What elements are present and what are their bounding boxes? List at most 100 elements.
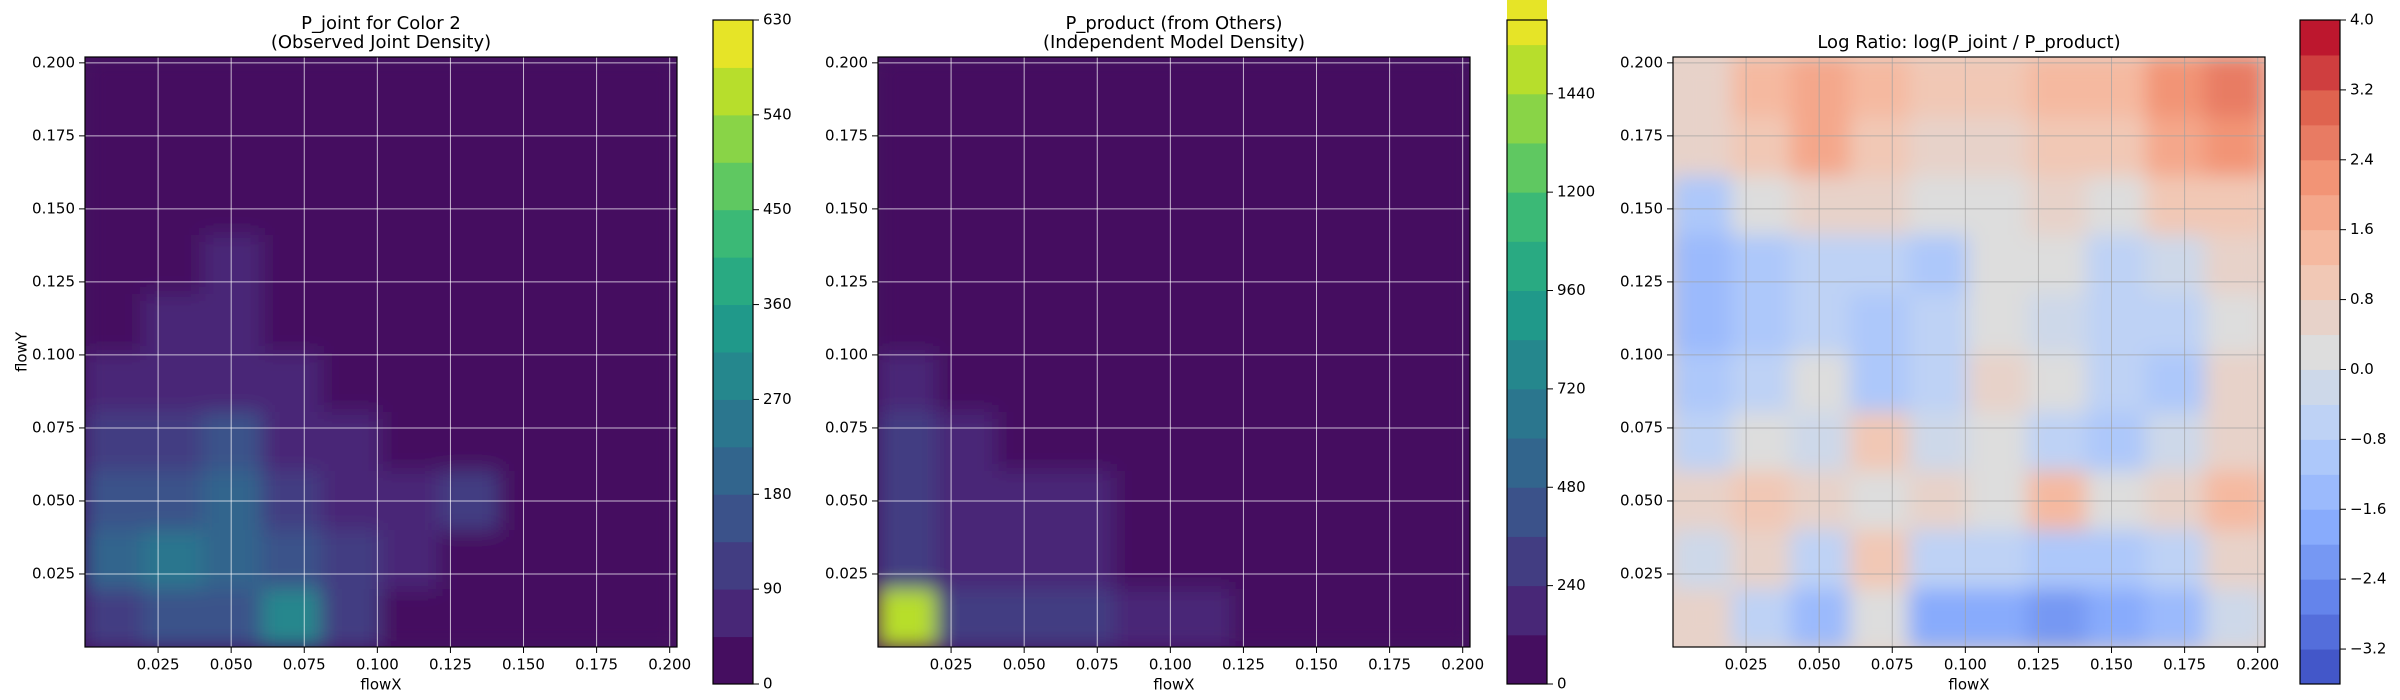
density-cell <box>2204 469 2265 530</box>
density-cell <box>143 174 205 235</box>
x-tick-label: 0.075 <box>1871 656 1914 674</box>
density-cell <box>1908 469 1970 530</box>
y-tick-label: 0.175 <box>1620 126 1663 144</box>
density-cell <box>557 115 619 176</box>
y-tick-label: 0.150 <box>825 199 868 217</box>
density-cell <box>2086 351 2148 412</box>
y-tick-label: 0.200 <box>32 53 75 71</box>
density-cell <box>380 174 442 235</box>
density-cell <box>2204 292 2265 353</box>
density-cell <box>1908 528 1970 589</box>
density-cell <box>1673 410 1734 471</box>
density-cell <box>1291 351 1353 412</box>
density-cell <box>1232 528 1294 589</box>
density-cell <box>2027 292 2089 353</box>
density-cell <box>1731 57 1793 117</box>
density-cell <box>1908 233 1970 294</box>
density-cell <box>1173 292 1235 353</box>
density-cell <box>878 351 939 412</box>
colorbar-band <box>1507 290 1547 341</box>
density-cell <box>85 233 146 294</box>
density-cell <box>2204 351 2265 412</box>
density-cell <box>995 57 1057 117</box>
density-cell <box>2027 528 2089 589</box>
density-cell <box>2145 469 2207 530</box>
density-cell <box>1731 528 1793 589</box>
density-cell <box>995 115 1057 176</box>
y-tick-label: 0.175 <box>32 126 75 144</box>
density-cell <box>616 292 677 353</box>
density-cell <box>1291 410 1353 471</box>
colorbar-band <box>713 636 753 685</box>
density-cell <box>1968 410 2030 471</box>
density-cell <box>202 233 264 294</box>
chart-title: Log Ratio: log(P_joint / P_product) <box>1817 32 2120 53</box>
y-tick-label: 0.200 <box>1620 53 1663 71</box>
density-cell <box>878 587 939 647</box>
density-cell <box>380 587 442 647</box>
density-cell <box>2145 57 2207 117</box>
density-cell <box>261 351 323 412</box>
density-cell <box>143 469 205 530</box>
density-cell <box>1291 57 1353 117</box>
density-cell <box>2204 115 2265 176</box>
density-cell <box>1673 292 1734 353</box>
density-cell <box>936 292 998 353</box>
colorbar-band <box>2300 124 2340 161</box>
density-cell <box>2086 174 2148 235</box>
density-cell <box>1232 469 1294 530</box>
x-tick-label: 0.200 <box>648 656 691 674</box>
density-cell <box>1731 351 1793 412</box>
density-cell <box>439 587 501 647</box>
density-cell <box>995 528 1057 589</box>
density-cell <box>380 351 442 412</box>
density-cell <box>1409 292 1470 353</box>
density-cell <box>1291 587 1353 647</box>
colorbar-band <box>713 589 753 638</box>
y-tick-label: 0.050 <box>1620 491 1663 509</box>
density-cell <box>2086 469 2148 530</box>
cells <box>878 57 1470 647</box>
density-cell <box>1113 57 1175 117</box>
density-cell <box>1113 528 1175 589</box>
colorbar-tick-label: 450 <box>763 200 792 218</box>
density-cell <box>498 233 560 294</box>
density-cell <box>995 233 1057 294</box>
colorbar-band <box>1507 44 1547 95</box>
density-cell <box>320 587 382 647</box>
density-cell <box>878 57 939 117</box>
density-cell <box>85 587 146 647</box>
cells <box>1673 57 2265 647</box>
density-cell <box>439 292 501 353</box>
colorbar-band <box>2300 474 2340 510</box>
colorbar-band <box>713 209 753 258</box>
density-cell <box>1790 292 1852 353</box>
density-cell <box>1113 233 1175 294</box>
y-tick-label: 0.200 <box>825 53 868 71</box>
x-tick-label: 0.200 <box>2236 656 2279 674</box>
density-cell <box>85 351 146 412</box>
y-tick-label: 0.150 <box>1620 199 1663 217</box>
x-tick-label: 0.150 <box>1295 656 1338 674</box>
colorbar-frame <box>1506 19 1548 685</box>
panel: 0.025 0.050 0.075 0.100 0.125 0.150 0.175 0.200… <box>1620 11 2386 694</box>
density-cell <box>936 469 998 530</box>
colorbar-tick-label: 3.2 <box>2350 80 2374 98</box>
density-cell <box>1673 587 1734 647</box>
chart-title: P_joint for Color 2 <box>301 13 461 34</box>
density-cell <box>1849 410 1911 471</box>
density-cell <box>1291 233 1353 294</box>
density-cell <box>2086 587 2148 647</box>
y-tick-label: 0.025 <box>1620 564 1663 582</box>
density-cell <box>2086 233 2148 294</box>
density-cell <box>1409 233 1470 294</box>
density-cell <box>1054 233 1116 294</box>
density-cell <box>616 233 677 294</box>
density-cell <box>557 469 619 530</box>
density-cell <box>439 57 501 117</box>
colorbar-band <box>1507 93 1547 144</box>
density-cell <box>2204 233 2265 294</box>
density-cell <box>2145 410 2207 471</box>
density-cell <box>1291 115 1353 176</box>
